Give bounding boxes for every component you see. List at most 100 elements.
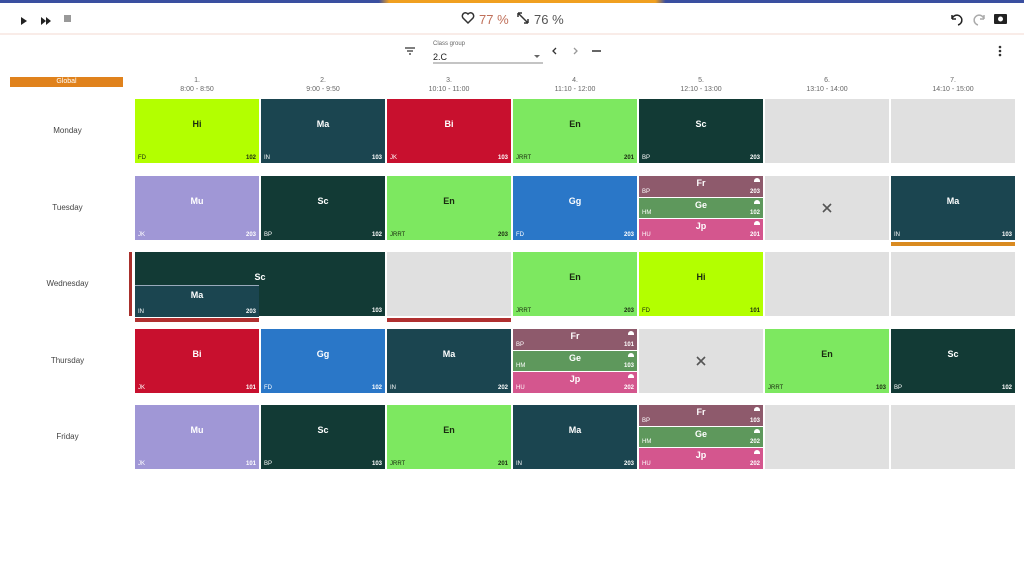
empty-slot [765,252,889,316]
select-arrow[interactable] [534,55,540,58]
room: 103 [371,308,382,314]
lesson[interactable]: Sc BP 203 [639,99,763,163]
conflict-underline [387,318,511,322]
lesson[interactable]: En JRRT 203 [513,252,637,316]
group-icon [754,199,760,204]
teacher: BP [516,341,525,348]
day-label: Thursday [50,356,85,365]
toolbar [0,12,1024,64]
lesson[interactable]: Gg FD 102 [261,329,385,393]
prev-button[interactable] [552,47,557,55]
day-label: Wednesday [46,279,89,288]
filter-label: Class group [433,41,466,47]
next-button[interactable] [573,47,578,55]
conflict-marker [129,252,132,316]
lesson[interactable]: Fr BP 103 [639,405,763,426]
room: 202 [497,385,508,391]
filter-value[interactable]: 2.C [433,52,448,62]
lesson[interactable]: En JRRT 203 [387,176,511,240]
undo-button[interactable] [951,14,963,26]
room: 102 [1001,385,1012,391]
empty-slot [891,99,1015,163]
subject: Jp [695,450,707,461]
teacher: BP [264,461,273,467]
room: 202 [623,384,634,391]
filter-icon[interactable] [405,47,415,55]
lesson[interactable]: Ge HM 202 [639,426,763,448]
period-time: 8:00 - 8:50 [180,86,214,93]
room: 103 [749,417,760,424]
subject: Sc [695,119,707,129]
teacher: BP [642,417,651,424]
lesson[interactable]: Fr BP 203 [639,176,763,197]
lunch-icon [696,356,706,366]
lesson[interactable]: En JRRT 103 [765,329,889,393]
lesson[interactable]: Gg FD 203 [513,176,637,240]
day-label: Friday [56,432,79,441]
lesson[interactable]: Ge HM 103 [513,350,637,372]
lesson[interactable]: Jp HU 201 [639,219,763,240]
play-button[interactable] [21,17,27,25]
subject: Ge [694,199,707,210]
lesson[interactable]: Hi FD 102 [135,99,259,163]
lesson[interactable]: Bi JK 103 [387,99,511,163]
room: 202 [749,439,760,446]
lesson[interactable]: Ma IN 203 [135,285,259,317]
lesson[interactable]: Jp HU 202 [639,448,763,469]
room: 101 [623,341,634,348]
empty-slot [765,176,889,240]
fast-forward-button[interactable] [41,17,51,25]
subject: Ma [442,349,456,359]
teacher: FD [642,308,650,314]
lesson[interactable]: En JRRT 201 [387,405,511,469]
lesson[interactable]: Bi JK 101 [135,329,259,393]
period-number: 5. [698,77,704,84]
subject: Ge [568,352,581,363]
teacher: HM [516,363,526,370]
lesson[interactable]: Mu JK 101 [135,405,259,469]
lesson[interactable]: Sc BP 102 [891,329,1015,393]
heart-icon [461,12,475,25]
lesson[interactable]: Ma IN 202 [387,329,511,393]
empty-slot [765,99,889,163]
lesson[interactable]: Mu JK 203 [135,176,259,240]
lesson[interactable]: Ma IN 103 [891,176,1015,240]
subject: Fr [570,331,580,341]
teacher: BP [642,188,651,195]
empty-slot [387,252,511,316]
period-number: 2. [320,77,326,84]
room: 203 [497,232,508,238]
subject: En [443,196,455,206]
period-time: 11:10 - 12:00 [554,86,596,93]
room: 102 [371,232,382,238]
period-number: 1. [194,77,200,84]
teacher: BP [894,385,903,391]
lesson[interactable]: Ge HM 102 [639,197,763,219]
room: 203 [623,461,634,467]
lesson[interactable]: Hi FD 101 [639,252,763,316]
lesson[interactable]: Sc BP 103 [261,405,385,469]
room: 103 [875,385,886,391]
lesson[interactable]: Jp HU 202 [513,372,637,393]
room: 203 [245,309,256,315]
redo-button[interactable] [973,14,985,26]
day-label: Tuesday [52,203,83,212]
teacher: JRRT [516,155,532,161]
group-icon [628,374,634,379]
teacher: JRRT [516,308,532,314]
stop-button[interactable] [64,15,71,22]
room: 103 [1001,232,1012,238]
menu-button[interactable] [998,45,1002,57]
group-icon [754,428,760,433]
lesson[interactable]: Fr BP 101 [513,329,637,350]
lesson[interactable]: En JRRT 201 [513,99,637,163]
teacher: IN [138,309,144,315]
room: 203 [245,232,256,238]
teacher: IN [264,155,270,161]
global-button[interactable]: Global [10,77,123,87]
subject: Sc [317,425,329,435]
subject: Jp [695,221,707,232]
lesson[interactable]: Ma IN 103 [261,99,385,163]
lesson[interactable]: Ma IN 203 [513,405,637,469]
lesson[interactable]: Sc BP 102 [261,176,385,240]
